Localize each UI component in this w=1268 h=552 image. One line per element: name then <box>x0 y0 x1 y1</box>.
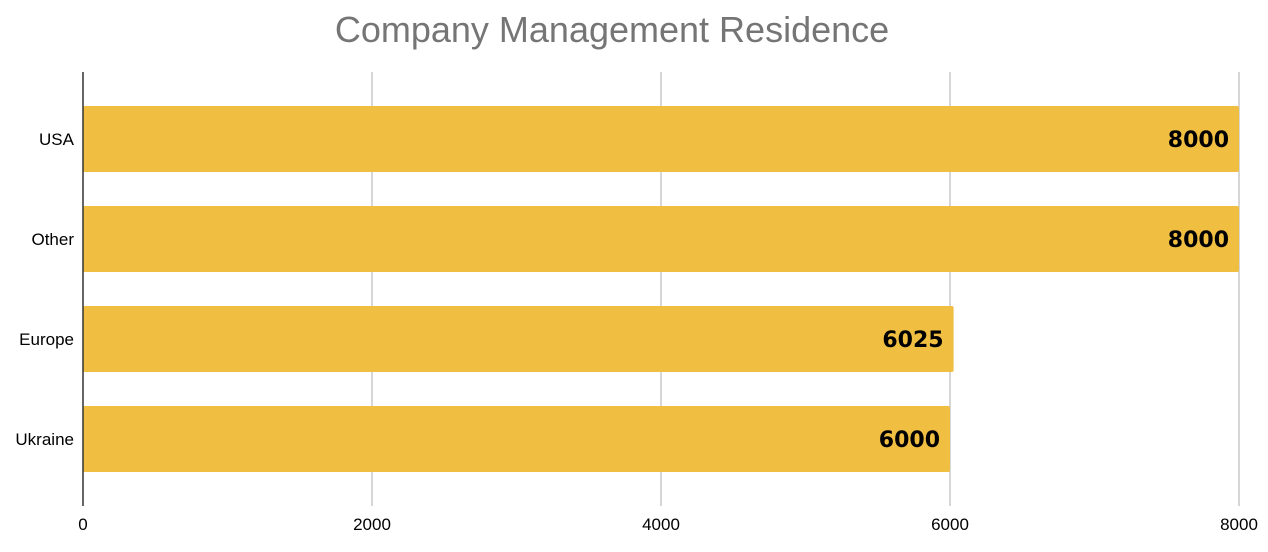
x-axis-ticks: 0 2000 4000 6000 8000 <box>78 515 1258 534</box>
bar <box>83 406 950 472</box>
category-label: Ukraine <box>15 430 74 449</box>
bar <box>83 106 1239 172</box>
x-tick-label: 6000 <box>931 515 969 534</box>
x-tick-label: 2000 <box>353 515 391 534</box>
category-label: Other <box>31 230 74 249</box>
data-label: 6025 <box>882 328 943 353</box>
chart-title: Company Management Residence <box>335 9 889 50</box>
category-labels: USA Other Europe Ukraine <box>15 130 74 449</box>
data-label: 6000 <box>879 428 940 453</box>
category-label: USA <box>39 130 75 149</box>
category-label: Europe <box>19 330 74 349</box>
data-label: 8000 <box>1168 228 1229 253</box>
x-tick-label: 4000 <box>642 515 680 534</box>
x-tick-label: 8000 <box>1220 515 1258 534</box>
x-tick-label: 0 <box>78 515 87 534</box>
bar <box>83 306 954 372</box>
bar <box>83 206 1239 272</box>
bars: 8000 8000 6025 6000 <box>83 106 1239 472</box>
data-label: 8000 <box>1168 128 1229 153</box>
